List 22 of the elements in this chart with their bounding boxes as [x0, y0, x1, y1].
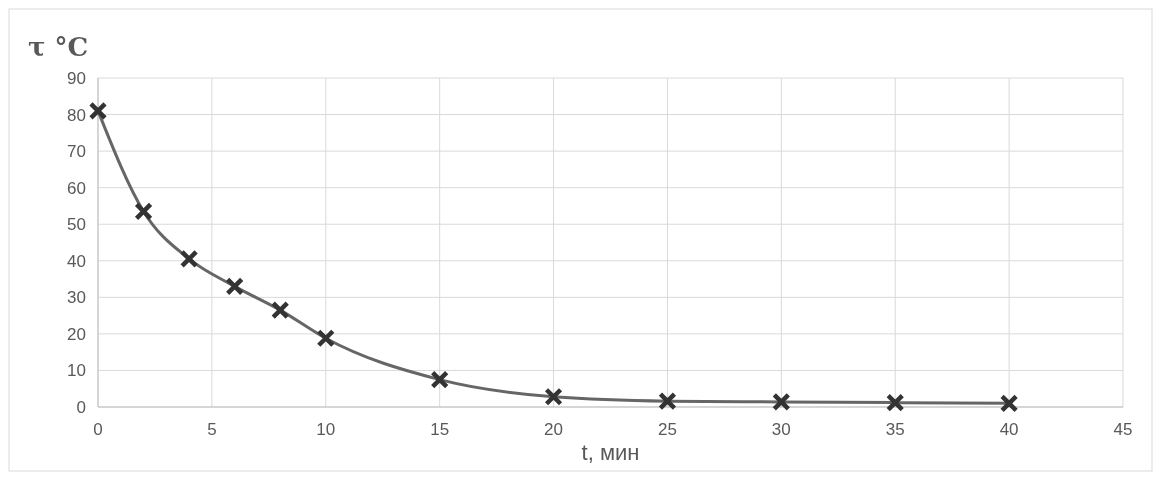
y-tick-label: 60	[67, 178, 86, 198]
y-tick-label: 70	[67, 142, 86, 162]
y-tick-label: 20	[67, 324, 86, 344]
x-tick-label: 35	[885, 420, 905, 439]
y-tick-label: 30	[67, 288, 86, 308]
x-tick-label: 5	[207, 420, 217, 439]
y-tick-label: 90	[67, 69, 86, 88]
x-axis-title: t, мин	[581, 440, 640, 465]
y-tick-label: 10	[67, 361, 86, 381]
x-tick-label: 15	[430, 420, 450, 439]
x-tick-label: 45	[1113, 420, 1133, 439]
x-tick-label: 30	[771, 420, 791, 439]
y-tick-label: 0	[76, 398, 86, 417]
x-tick-label: 25	[657, 420, 677, 439]
y-tick-label: 50	[67, 215, 86, 235]
y-tick-label: 80	[67, 105, 86, 125]
x-tick-label: 40	[999, 420, 1019, 439]
x-tick-label: 0	[93, 420, 103, 439]
y-axis-title: τ °C	[28, 32, 89, 62]
x-tick-label: 10	[316, 420, 336, 439]
x-tick-label: 20	[544, 420, 564, 439]
y-tick-label: 40	[67, 251, 86, 271]
